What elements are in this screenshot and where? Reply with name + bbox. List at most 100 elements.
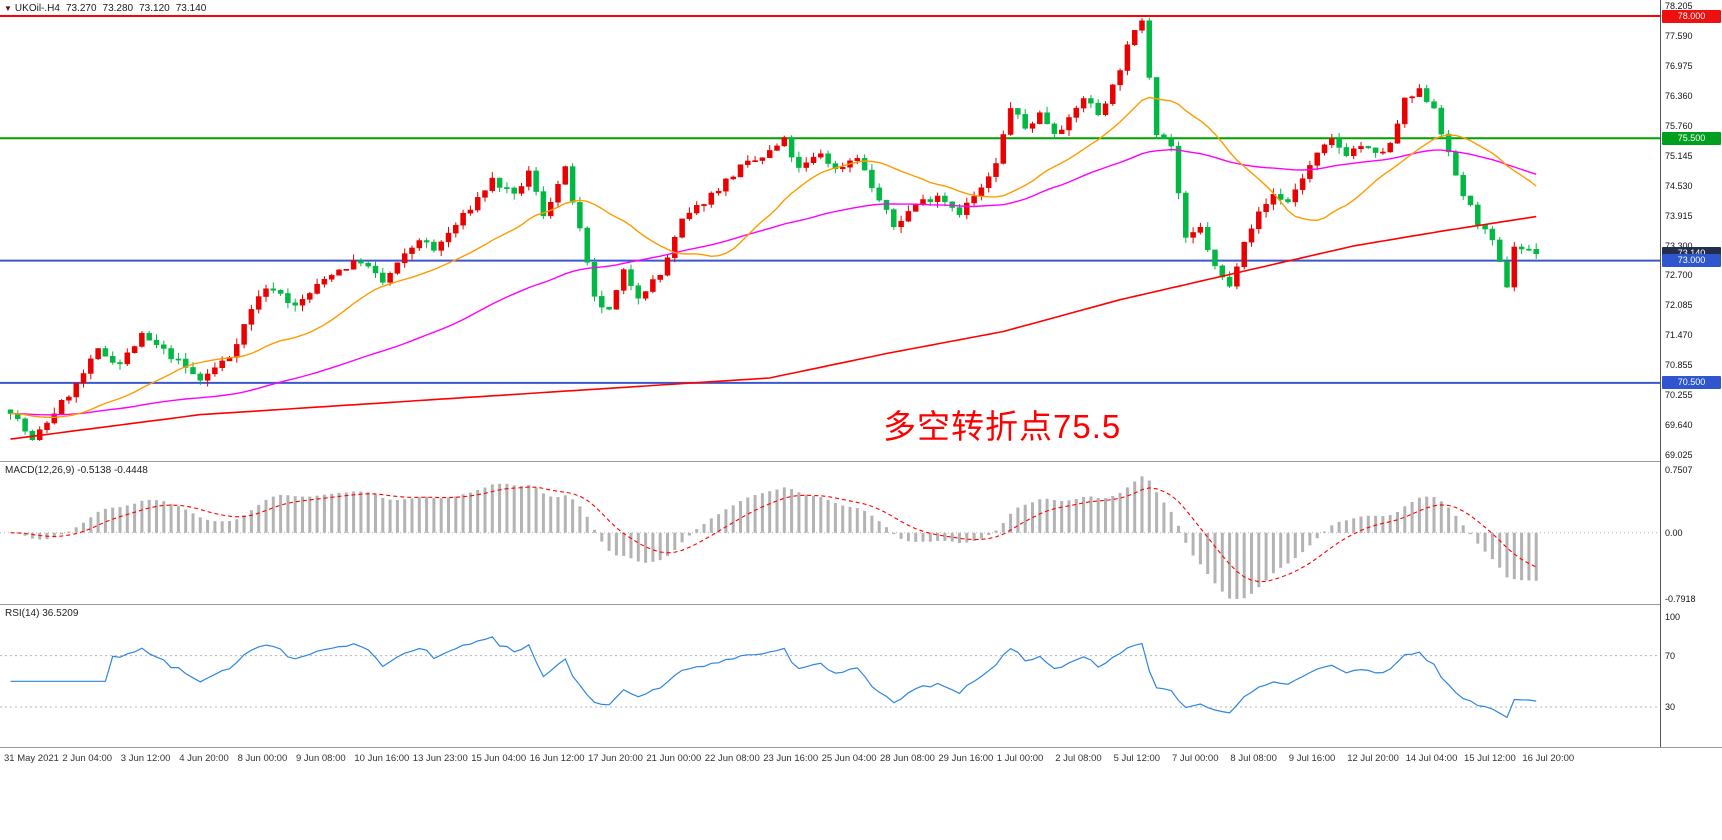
candle xyxy=(1292,189,1299,203)
candle xyxy=(504,187,510,189)
candle xyxy=(263,288,269,297)
candle xyxy=(453,224,459,234)
price-axis-label: 71.470 xyxy=(1665,330,1693,341)
time-axis[interactable]: 31 May 2021 2 Jun 04:00 3 Jun 12:00 4 Jun 2… xyxy=(0,747,1722,770)
time-axis-label: 9 Jun 08:00 xyxy=(296,753,346,764)
candle xyxy=(1365,146,1372,149)
macd-panel: MACD(12,26,9) -0.5138 -0.4448 xyxy=(0,462,1722,604)
candle xyxy=(912,204,919,212)
candle xyxy=(796,156,802,168)
candle xyxy=(489,177,496,191)
candle xyxy=(343,269,350,271)
candle xyxy=(1321,144,1328,154)
chart-annotation-text[interactable]: 多空转折点75.5 xyxy=(883,408,1122,445)
ma-mid-line xyxy=(10,148,1537,416)
candle xyxy=(1475,204,1481,226)
candle xyxy=(1372,147,1379,153)
candle xyxy=(190,367,196,375)
candle xyxy=(818,153,824,158)
candle xyxy=(1307,165,1313,179)
candle xyxy=(1219,265,1226,278)
candle xyxy=(467,209,474,214)
candle xyxy=(679,218,685,238)
macd-signal-line xyxy=(10,486,1537,583)
candle xyxy=(1402,97,1408,125)
time-axis-label: 8 Jul 08:00 xyxy=(1230,753,1277,764)
candle xyxy=(387,273,393,283)
horizontal-lines xyxy=(0,15,1660,384)
candle xyxy=(737,164,744,178)
candle xyxy=(1241,241,1247,268)
macd-chart[interactable] xyxy=(0,462,1660,604)
candle xyxy=(1102,103,1109,116)
time-axis-label: 3 Jun 12:00 xyxy=(120,753,171,764)
candle xyxy=(139,332,145,347)
candle xyxy=(1117,70,1123,86)
candle xyxy=(219,360,225,368)
candle xyxy=(1073,107,1080,118)
candle xyxy=(759,157,766,161)
price-axis-label: 77.590 xyxy=(1665,31,1693,42)
candle xyxy=(591,262,598,297)
candle xyxy=(942,195,948,203)
macd-axis-label: 0.00 xyxy=(1665,527,1683,538)
rsi-axis-label: 100 xyxy=(1665,612,1681,623)
candle xyxy=(766,150,773,158)
candle xyxy=(146,332,152,341)
candle xyxy=(175,358,182,361)
candle xyxy=(1183,192,1189,238)
candle xyxy=(212,367,218,375)
candle xyxy=(1336,138,1342,148)
candle xyxy=(745,160,751,165)
candle xyxy=(1080,98,1087,109)
price-axis[interactable]: 78.205 77.590 76.975 76.360 75.760 75.145 74.5… xyxy=(1660,0,1722,747)
time-axis-label: 21 Jun 00:00 xyxy=(646,753,702,764)
candle xyxy=(788,137,795,158)
candle xyxy=(584,227,590,263)
candle xyxy=(1212,249,1218,267)
candle xyxy=(1526,248,1532,251)
candle xyxy=(985,176,992,188)
rsi-label: RSI(14) 36.5209 xyxy=(5,608,79,619)
candle xyxy=(1496,239,1503,262)
price-axis-label: 72.700 xyxy=(1665,270,1693,281)
ohlc-open: 73.270 xyxy=(65,3,97,14)
macd-axis-label: 0.7507 xyxy=(1665,465,1693,475)
candle xyxy=(526,170,532,187)
price-chart[interactable] xyxy=(0,0,1660,461)
rsi-chart[interactable] xyxy=(0,605,1660,747)
ma-slow-line xyxy=(10,215,1537,440)
candle xyxy=(1256,211,1262,230)
time-axis-label: 23 Jun 16:00 xyxy=(763,753,819,764)
candle xyxy=(693,205,700,214)
candle xyxy=(328,275,335,280)
candle xyxy=(1431,101,1437,109)
candle xyxy=(358,260,364,264)
time-axis-label: 29 Jun 16:00 xyxy=(938,753,994,764)
price-axis-label: 70.855 xyxy=(1665,360,1693,371)
candle xyxy=(314,283,320,294)
candle xyxy=(1533,248,1539,254)
candle xyxy=(752,160,758,162)
candle xyxy=(22,418,28,432)
candle xyxy=(832,163,839,169)
candle xyxy=(672,237,678,259)
time-axis-label: 17 Jun 20:00 xyxy=(588,753,643,764)
candle xyxy=(1438,107,1445,135)
rsi-panel: RSI(14) 36.5209 xyxy=(0,605,1722,747)
candle xyxy=(277,290,284,294)
candle xyxy=(898,220,904,228)
candle xyxy=(80,373,87,384)
candle xyxy=(58,400,65,415)
time-axis-label: 9 Jul 16:00 xyxy=(1288,753,1336,764)
candle xyxy=(1380,151,1386,154)
candle xyxy=(993,163,999,177)
rsi-axis-label: 70 xyxy=(1665,650,1676,661)
candle xyxy=(971,196,977,204)
candle xyxy=(380,272,386,283)
candle xyxy=(1190,232,1196,238)
macd-label: MACD(12,26,9) -0.5138 -0.4448 xyxy=(5,465,148,476)
candle xyxy=(182,358,189,368)
candle xyxy=(394,262,401,274)
price-axis-label: 74.530 xyxy=(1665,180,1693,191)
